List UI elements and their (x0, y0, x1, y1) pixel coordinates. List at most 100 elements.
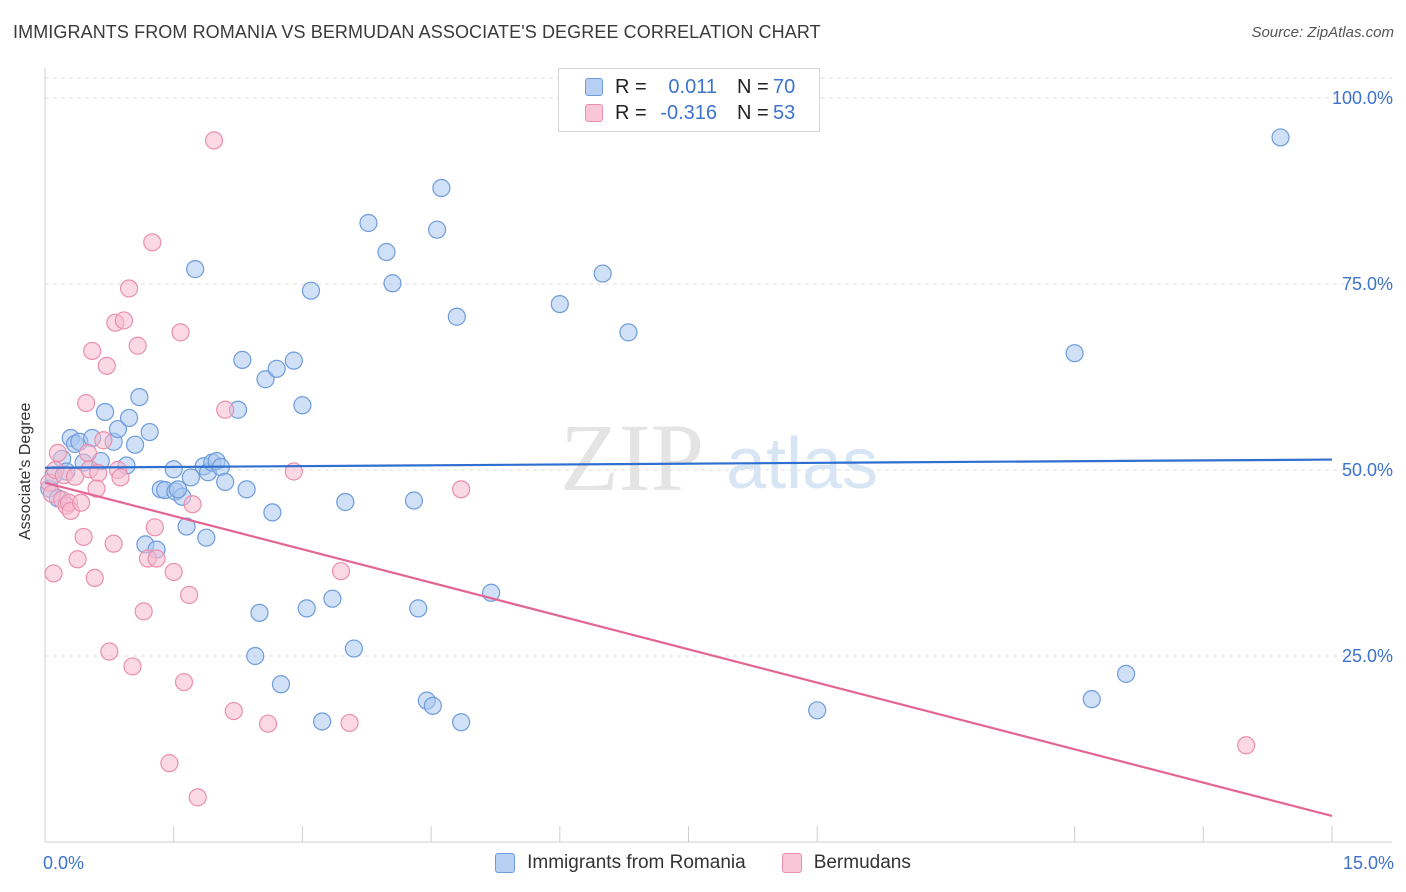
romania-point (550, 294, 569, 314)
romania-point (301, 281, 321, 300)
bermudans-point (74, 527, 93, 547)
bermudans-point (111, 468, 130, 487)
blue-swatch-icon (585, 78, 603, 96)
x-tick-min: 0.0% (43, 853, 85, 873)
bermudans-point (160, 754, 179, 773)
legend-row-romania: R = 0.011 N = 70 (585, 75, 795, 99)
bermudans-point (44, 564, 63, 583)
pink-swatch-icon (781, 853, 802, 873)
bermudans-point (123, 657, 142, 676)
bermudans-point (128, 336, 147, 355)
bermudans-point (331, 562, 351, 581)
bermudans-point (94, 431, 113, 450)
legend-r-value: -0.316 (660, 101, 717, 124)
legend-row-bermudans: R = -0.316 N = 53 (585, 101, 795, 125)
legend-item-romania[interactable]: Immigrants from Romania (495, 852, 746, 874)
bermudans-point (171, 323, 190, 342)
legend-item-bermudans[interactable]: Bermudans (781, 852, 911, 874)
romania-point (619, 323, 638, 342)
watermark: ZIP atlas (560, 404, 878, 511)
romania-point (233, 350, 252, 369)
romania-point (108, 419, 128, 439)
romania-point (130, 387, 149, 407)
bermudans-point (145, 518, 164, 537)
romania-point (409, 599, 428, 618)
romania-point (284, 351, 303, 370)
trend-lines (44, 458, 1333, 818)
bermudans-point (97, 356, 116, 375)
bermudans-point (188, 788, 207, 807)
legend-n-label: N = (737, 101, 769, 124)
series-romania-points (40, 128, 1290, 732)
romania-point (428, 220, 447, 239)
romania-point (452, 713, 471, 732)
romania-point (197, 528, 216, 547)
romania-point (256, 370, 275, 389)
romania-point (119, 408, 139, 428)
bermudans-point (114, 311, 134, 330)
bermudans-point (83, 341, 102, 361)
romania-point (432, 178, 451, 198)
romania-point (95, 402, 115, 422)
bermudans-point (147, 549, 166, 568)
romania-point (297, 599, 316, 618)
romania-point (1271, 128, 1290, 147)
romania-point (1065, 344, 1084, 363)
romania-point (593, 264, 612, 283)
romania-point (1082, 690, 1101, 709)
x-tick-max: 15.0% (1342, 853, 1394, 873)
bermudans-point (183, 495, 202, 514)
bermudans-point (340, 713, 359, 733)
bermudans-point (100, 642, 119, 661)
bermudans-point (180, 585, 199, 605)
romania-point (344, 639, 363, 658)
y-tick-labels: 25.0% 50.0% 75.0% 100.0% (1332, 88, 1393, 666)
blue-swatch-icon (495, 853, 516, 873)
romania-point (404, 491, 424, 510)
legend-n-label: N = (737, 75, 769, 98)
romania-point (359, 213, 378, 233)
romania-point (293, 396, 312, 415)
romania-point (250, 603, 269, 622)
bermudans-point (77, 393, 96, 413)
bermudans-point (71, 493, 91, 512)
romania-point (164, 460, 183, 479)
axes (44, 68, 1392, 843)
bermudans-point (134, 602, 153, 621)
romania-point (263, 503, 282, 522)
legend-r-value: 0.011 (668, 75, 717, 98)
bermudans-point (258, 714, 278, 733)
bermudans-point (143, 233, 162, 252)
bermudans-point (204, 131, 224, 150)
bermudans-point (48, 443, 67, 462)
romania-point (377, 242, 396, 262)
romania-point (383, 274, 402, 293)
legend-r-label: R = (615, 75, 647, 98)
romania-point (186, 260, 205, 279)
y-tick-label: 75.0% (1342, 274, 1393, 294)
bermudans-point (1237, 736, 1256, 755)
romania-point (125, 435, 145, 454)
bermudans-point (174, 672, 194, 692)
romania-point (808, 701, 827, 720)
y-tick-label: 50.0% (1342, 460, 1393, 480)
bermudans-point (216, 400, 235, 419)
romania-point (313, 712, 332, 731)
legend-label-romania: Immigrants from Romania (527, 852, 746, 873)
chart-title: IMMIGRANTS FROM ROMANIA VS BERMUDAN ASSO… (13, 22, 821, 42)
bermudans-point (85, 568, 104, 587)
watermark-zip: ZIP (560, 404, 704, 511)
romania-point (323, 589, 342, 608)
romania-point (336, 492, 355, 512)
romania-point (423, 696, 442, 715)
bermudans-point (78, 443, 98, 462)
romania-point (168, 480, 188, 499)
series-legend: Immigrants from Romania Bermudans (0, 852, 1406, 874)
y-tick-label: 25.0% (1342, 646, 1393, 666)
bermudans-point (452, 480, 471, 499)
romania-point (140, 422, 159, 442)
legend-label-bermudans: Bermudans (813, 852, 911, 873)
bermudans-trend-line (44, 481, 1333, 818)
romania-point (177, 517, 196, 536)
